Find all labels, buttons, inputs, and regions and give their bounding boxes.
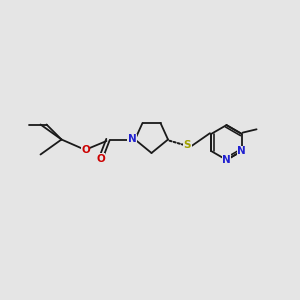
Text: S: S (184, 140, 191, 151)
Text: O: O (96, 154, 105, 164)
Text: O: O (81, 145, 90, 155)
Text: N: N (128, 134, 136, 145)
Text: N: N (237, 146, 246, 156)
Text: N: N (222, 155, 231, 165)
